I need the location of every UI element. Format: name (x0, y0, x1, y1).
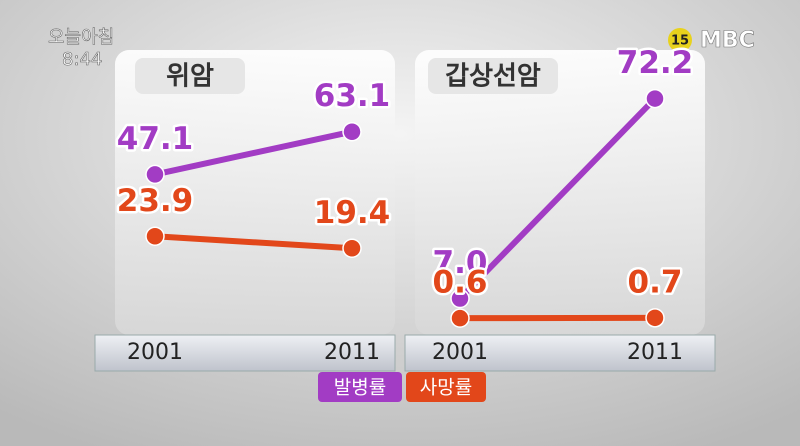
data-label: 47.1 (117, 121, 194, 157)
rating: 15 (671, 34, 689, 49)
series-line (154, 233, 353, 252)
x-tick-label: 2011 (627, 340, 683, 365)
legend-label: 발병률 (334, 377, 386, 399)
legend-label: 사망률 (420, 377, 472, 399)
legend-swatch (318, 372, 402, 402)
data-label: 19.4 (314, 195, 391, 231)
data-point (145, 164, 165, 185)
data-point (450, 288, 470, 309)
data-point (145, 226, 165, 247)
category-strip (94, 334, 396, 372)
rating-badge (668, 28, 692, 52)
data-label: 72.2 (617, 45, 694, 81)
category-strip (404, 334, 716, 372)
clock: 8:44 (62, 49, 102, 70)
panel (115, 50, 395, 335)
data-point (342, 121, 362, 142)
chart-title: 갑상선암 (445, 62, 541, 92)
title-box (428, 58, 558, 94)
x-tick-label: 2001 (432, 340, 488, 365)
series-line (154, 128, 353, 178)
series-line (457, 96, 658, 301)
x-tick-label: 2001 (127, 340, 183, 365)
data-point (645, 88, 665, 109)
data-label: 0.6 (433, 265, 488, 301)
data-point (450, 308, 470, 328)
data-label: 23.9 (117, 183, 194, 219)
title-box (135, 58, 245, 94)
chart-title: 위암 (166, 62, 214, 92)
program-name: 오늘아침 (48, 27, 114, 48)
data-point (645, 308, 665, 328)
channel-logo: MBC (700, 28, 755, 53)
legend-swatch (406, 372, 486, 402)
x-tick-label: 2011 (324, 340, 380, 365)
data-label: 0.7 (628, 264, 683, 300)
data-label: 63.1 (314, 78, 391, 114)
data-label: 7.0 (433, 245, 488, 281)
data-point (342, 238, 362, 259)
